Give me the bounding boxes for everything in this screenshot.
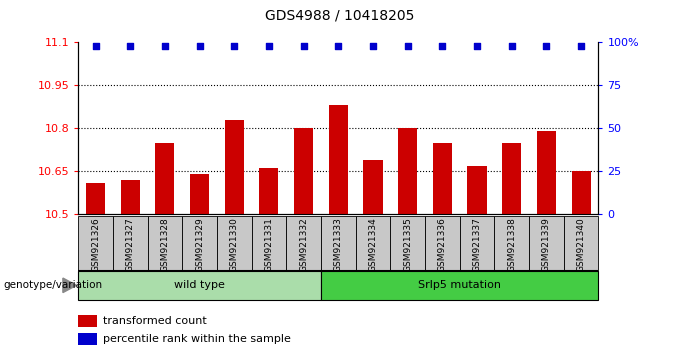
Bar: [529, 216, 564, 271]
Bar: [432, 143, 452, 214]
Point: [506, 43, 517, 49]
Bar: [78, 333, 97, 345]
Text: Srlp5 mutation: Srlp5 mutation: [418, 280, 501, 290]
Point: [124, 43, 135, 49]
Point: [263, 43, 274, 49]
Point: [159, 43, 170, 49]
Bar: [425, 216, 460, 271]
Bar: [190, 174, 209, 214]
Bar: [494, 216, 529, 271]
Point: [575, 43, 586, 49]
Bar: [564, 216, 598, 271]
Text: genotype/variation: genotype/variation: [3, 280, 103, 290]
Bar: [148, 216, 182, 271]
Point: [367, 43, 378, 49]
Bar: [113, 216, 148, 271]
Bar: [182, 216, 217, 271]
Text: GSM921329: GSM921329: [195, 218, 204, 272]
Bar: [460, 216, 494, 271]
Bar: [356, 216, 390, 271]
Point: [90, 43, 101, 49]
Bar: [217, 216, 252, 271]
Bar: [321, 216, 356, 271]
Point: [541, 43, 551, 49]
Bar: [259, 169, 279, 214]
Point: [471, 43, 482, 49]
Text: GSM921330: GSM921330: [230, 218, 239, 273]
Point: [402, 43, 413, 49]
Bar: [252, 216, 286, 271]
Bar: [78, 216, 113, 271]
Bar: [328, 105, 348, 214]
Point: [228, 43, 239, 49]
Polygon shape: [63, 278, 76, 292]
Bar: [224, 120, 244, 214]
Text: GSM921335: GSM921335: [403, 218, 412, 273]
Bar: [398, 129, 418, 214]
Text: GSM921338: GSM921338: [507, 218, 516, 273]
Bar: [120, 180, 140, 214]
Text: GDS4988 / 10418205: GDS4988 / 10418205: [265, 9, 415, 23]
Bar: [78, 271, 321, 300]
Bar: [363, 160, 383, 214]
Bar: [86, 183, 105, 214]
Text: GSM921328: GSM921328: [160, 218, 169, 272]
Point: [298, 43, 309, 49]
Text: GSM921326: GSM921326: [91, 218, 100, 272]
Text: GSM921339: GSM921339: [542, 218, 551, 273]
Bar: [155, 143, 175, 214]
Text: GSM921340: GSM921340: [577, 218, 585, 272]
Bar: [537, 131, 556, 214]
Text: GSM921336: GSM921336: [438, 218, 447, 273]
Point: [437, 43, 447, 49]
Text: GSM921337: GSM921337: [473, 218, 481, 273]
Bar: [467, 166, 487, 214]
Bar: [390, 216, 425, 271]
Text: GSM921331: GSM921331: [265, 218, 273, 273]
Text: transformed count: transformed count: [103, 316, 207, 326]
Text: GSM921327: GSM921327: [126, 218, 135, 272]
Bar: [294, 129, 313, 214]
Bar: [321, 271, 598, 300]
Text: wild type: wild type: [174, 280, 225, 290]
Text: GSM921334: GSM921334: [369, 218, 377, 272]
Text: GSM921332: GSM921332: [299, 218, 308, 272]
Text: GSM921333: GSM921333: [334, 218, 343, 273]
Bar: [571, 171, 591, 214]
Point: [333, 43, 343, 49]
Bar: [78, 315, 97, 327]
Bar: [502, 143, 522, 214]
Point: [194, 43, 205, 49]
Bar: [286, 216, 321, 271]
Text: percentile rank within the sample: percentile rank within the sample: [103, 334, 291, 344]
